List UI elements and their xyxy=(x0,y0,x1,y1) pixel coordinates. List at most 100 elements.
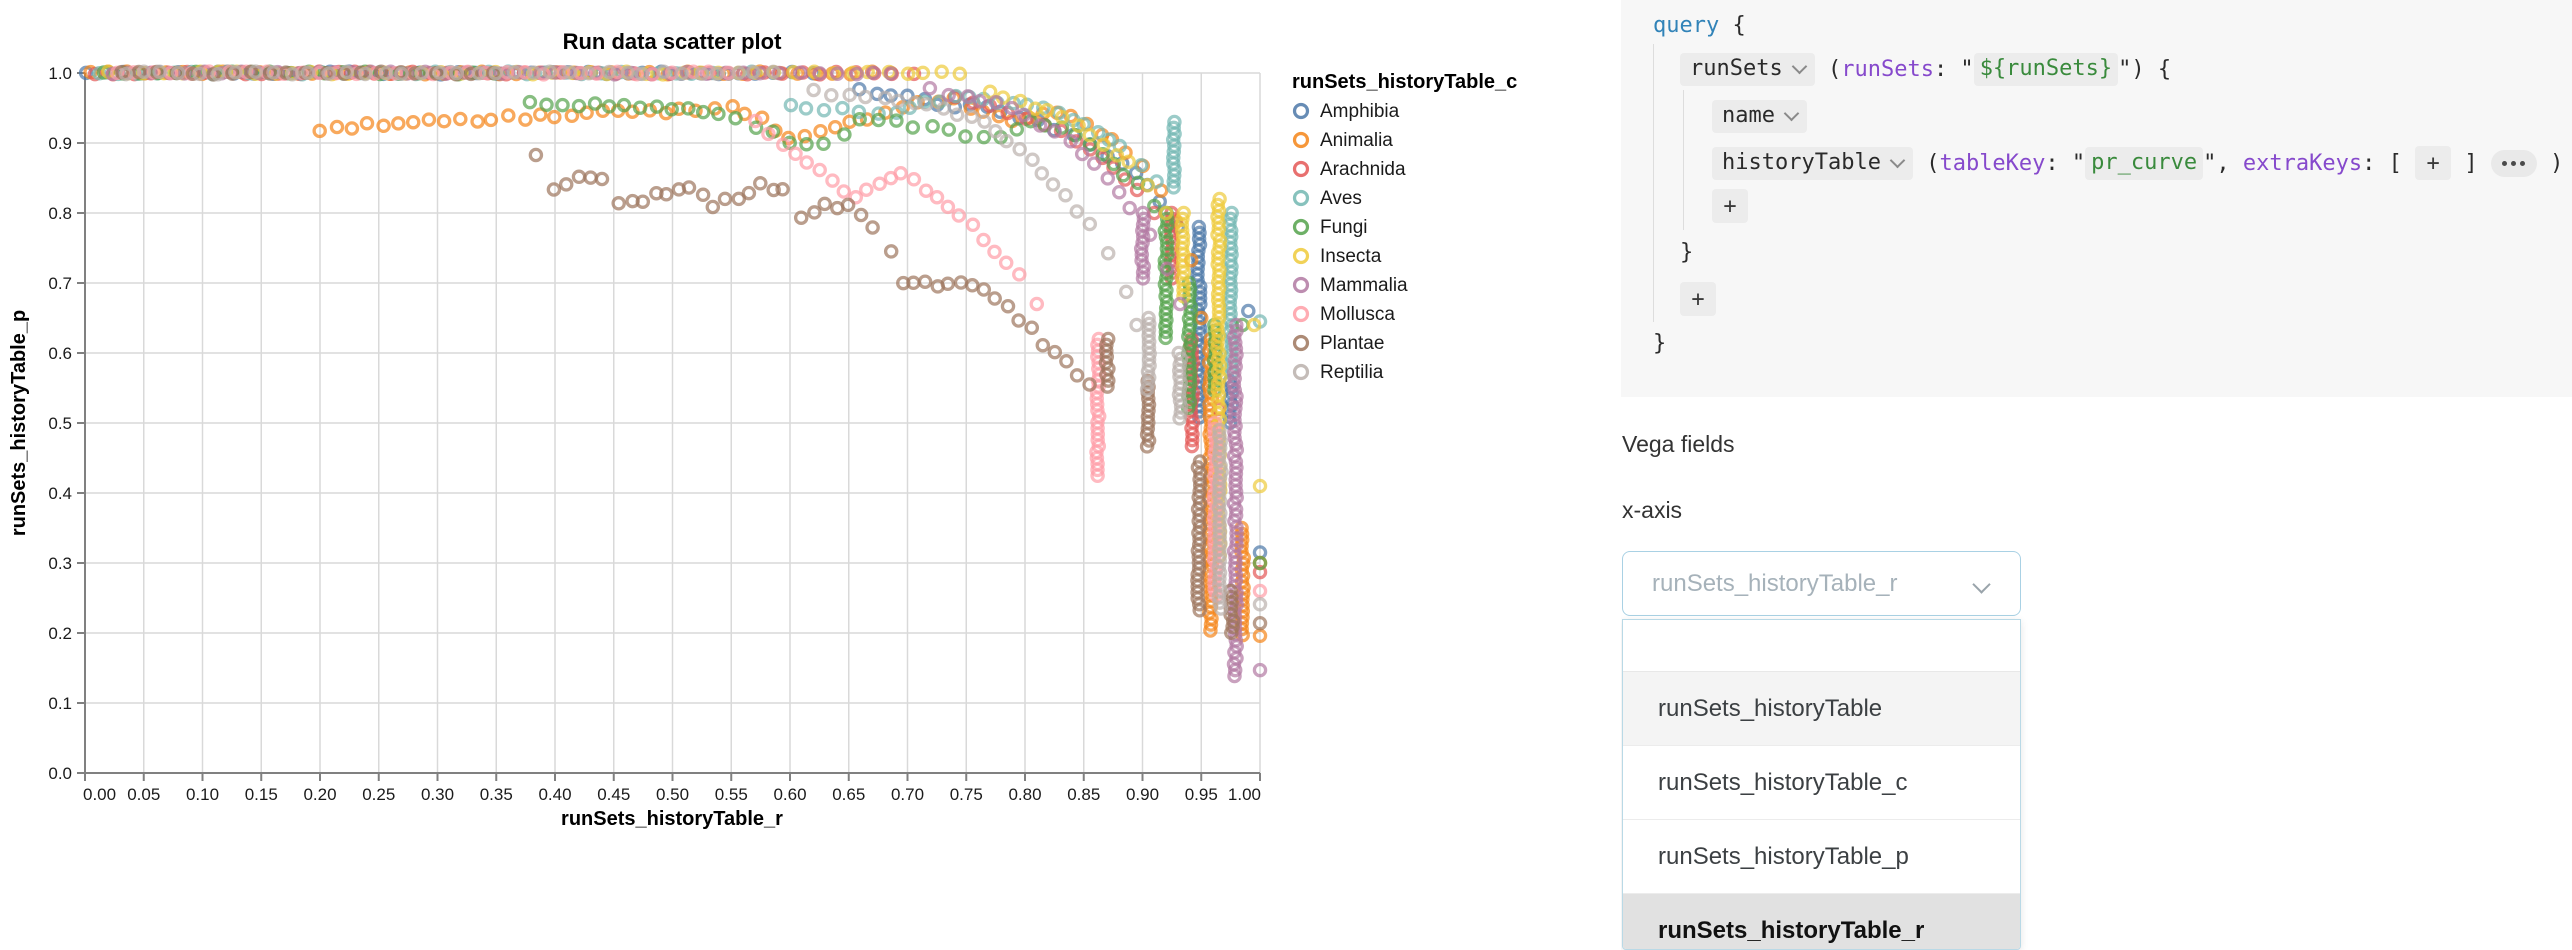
field-chip-label: historyTable xyxy=(1722,149,1881,175)
svg-text:Insecta: Insecta xyxy=(1320,246,1382,267)
query-code-line: query { xyxy=(1653,7,1746,43)
code-punctuation: : " xyxy=(2045,150,2086,176)
query-code-line: historyTable (tableKey: " pr_curve ", extr… xyxy=(1712,145,2563,181)
code-punctuation: ", xyxy=(2203,150,2243,176)
code-punctuation: ] xyxy=(2451,150,2491,176)
svg-text:0.00: 0.00 xyxy=(83,785,116,804)
code-punctuation: { xyxy=(1719,12,1746,38)
query-code-line: name xyxy=(1712,98,1807,134)
legend-item: Plantae xyxy=(1292,333,1384,354)
svg-text:Animalia: Animalia xyxy=(1320,130,1393,151)
dropdown-option-runSets_historyTable[interactable]: runSets_historyTable xyxy=(1623,672,2020,746)
indent-guide xyxy=(1652,44,1654,322)
legend-item: Arachnida xyxy=(1292,159,1406,180)
svg-text:0.40: 0.40 xyxy=(538,785,571,804)
string-value-chip[interactable]: ${runSets} xyxy=(1973,52,2119,86)
svg-text:Amphibia: Amphibia xyxy=(1320,101,1400,122)
dropdown-search-input[interactable] xyxy=(1623,620,2020,672)
svg-text:0.5: 0.5 xyxy=(48,414,72,433)
x-axis-field-label: x-axis xyxy=(1622,497,1683,523)
field-chip-name[interactable]: name xyxy=(1712,99,1807,133)
field-chip-historyTable[interactable]: historyTable xyxy=(1712,146,1913,180)
code-punctuation: ( xyxy=(1814,56,1842,82)
string-value-chip[interactable]: pr_curve xyxy=(2085,146,2204,180)
svg-text:0.60: 0.60 xyxy=(773,785,806,804)
svg-text:0.45: 0.45 xyxy=(597,785,630,804)
svg-text:0.20: 0.20 xyxy=(303,785,336,804)
svg-text:runSets_historyTable_p: runSets_historyTable_p xyxy=(8,310,30,536)
field-chip-runSets[interactable]: runSets xyxy=(1680,52,1815,86)
svg-text:0.15: 0.15 xyxy=(245,785,278,804)
legend-item: Mollusca xyxy=(1292,304,1395,325)
code-punctuation: ) xyxy=(2536,150,2564,176)
svg-text:Aves: Aves xyxy=(1320,188,1362,209)
more-options-button[interactable] xyxy=(2490,149,2537,177)
svg-text:0.10: 0.10 xyxy=(186,785,219,804)
svg-text:0.50: 0.50 xyxy=(656,785,689,804)
svg-text:0.1: 0.1 xyxy=(48,694,72,713)
svg-text:1.0: 1.0 xyxy=(48,64,72,83)
svg-text:Plantae: Plantae xyxy=(1320,333,1384,354)
add-field-button[interactable]: + xyxy=(2415,146,2452,180)
argument-name: tableKey xyxy=(1939,150,2046,176)
argument-name: extraKeys xyxy=(2242,150,2363,176)
query-editor[interactable]: query {runSets (runSets: " ${runSets} ") {… xyxy=(1621,0,2572,397)
query-code-line: } xyxy=(1680,234,1693,270)
svg-text:0.80: 0.80 xyxy=(1008,785,1041,804)
query-code-line: + xyxy=(1680,281,1716,317)
svg-text:0.4: 0.4 xyxy=(48,484,72,503)
svg-text:0.65: 0.65 xyxy=(832,785,865,804)
chevron-down-icon xyxy=(1972,575,1991,594)
svg-text:0.7: 0.7 xyxy=(48,274,72,293)
svg-text:0.9: 0.9 xyxy=(48,134,72,153)
dropdown-option-runSets_historyTable_p[interactable]: runSets_historyTable_p xyxy=(1623,820,2020,894)
legend-item: Insecta xyxy=(1292,246,1382,267)
svg-text:Run data scatter plot: Run data scatter plot xyxy=(563,29,782,54)
code-punctuation: } xyxy=(1653,330,1667,356)
dropdown-option-runSets_historyTable_c[interactable]: runSets_historyTable_c xyxy=(1623,746,2020,820)
svg-text:0.05: 0.05 xyxy=(127,785,160,804)
legend-item: Fungi xyxy=(1292,217,1368,238)
chevron-down-icon xyxy=(1791,58,1807,74)
svg-text:runSets_historyTable_c: runSets_historyTable_c xyxy=(1292,71,1517,93)
query-code-line: + xyxy=(1712,188,1748,224)
add-field-button[interactable]: + xyxy=(1712,189,1748,223)
svg-text:0.2: 0.2 xyxy=(48,624,72,643)
svg-text:Mollusca: Mollusca xyxy=(1320,304,1395,325)
code-punctuation: : " xyxy=(1933,56,1974,82)
legend-item: Aves xyxy=(1292,188,1362,209)
x-axis-select-value: runSets_historyTable_r xyxy=(1652,569,1898,597)
svg-text:0.75: 0.75 xyxy=(950,785,983,804)
field-chip-label: name xyxy=(1722,102,1775,128)
svg-text:0.6: 0.6 xyxy=(48,344,72,363)
vega-fields-heading: Vega fields xyxy=(1622,431,1735,457)
svg-text:0.85: 0.85 xyxy=(1067,785,1100,804)
svg-text:runSets_historyTable_r: runSets_historyTable_r xyxy=(561,808,783,830)
svg-text:1.00: 1.00 xyxy=(1228,785,1261,804)
svg-text:0.25: 0.25 xyxy=(362,785,395,804)
svg-text:0.3: 0.3 xyxy=(48,554,72,573)
svg-text:Mammalia: Mammalia xyxy=(1320,275,1408,296)
dropdown-option-runSets_historyTable_r[interactable]: runSets_historyTable_r xyxy=(1623,894,2020,949)
query-code-line: runSets (runSets: " ${runSets} ") { xyxy=(1680,51,2171,87)
query-keyword: query xyxy=(1653,12,1720,38)
svg-text:0.90: 0.90 xyxy=(1126,785,1159,804)
code-punctuation: ( xyxy=(1912,150,1940,176)
legend-item: Amphibia xyxy=(1292,101,1400,122)
svg-text:Reptilia: Reptilia xyxy=(1320,362,1384,383)
add-field-button[interactable]: + xyxy=(1680,282,1716,316)
svg-text:0.70: 0.70 xyxy=(891,785,924,804)
code-punctuation: } xyxy=(1680,239,1694,265)
run-data-scatter-plot: 0.00 0.05 0.10 0.15 0.20 0.25 0.30 0.35 0.40 0.45… xyxy=(8,29,1517,830)
vega-editor-panel: query {runSets (runSets: " ${runSets} ") {… xyxy=(1621,0,2572,950)
legend-item: Animalia xyxy=(1292,130,1393,151)
x-axis-select[interactable]: runSets_historyTable_r xyxy=(1622,551,2021,616)
svg-text:0.35: 0.35 xyxy=(480,785,513,804)
field-chip-label: runSets xyxy=(1690,55,1783,81)
svg-text:0.30: 0.30 xyxy=(421,785,454,804)
svg-text:0.8: 0.8 xyxy=(48,204,72,223)
svg-text:Fungi: Fungi xyxy=(1320,217,1368,238)
legend-item: Mammalia xyxy=(1292,275,1408,296)
chevron-down-icon xyxy=(1889,152,1906,168)
svg-text:0.0: 0.0 xyxy=(48,764,72,783)
